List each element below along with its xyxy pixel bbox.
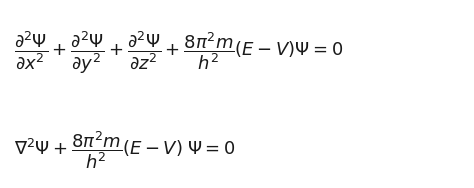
- Text: $\dfrac{\partial^2\Psi}{\partial x^2}+\dfrac{\partial^2\Psi}{\partial y^2}+\dfra: $\dfrac{\partial^2\Psi}{\partial x^2}+\d…: [14, 29, 343, 76]
- Text: $\nabla^2\Psi+\dfrac{8\pi^{2}m}{h^2}(E-V)\;\Psi=0$: $\nabla^2\Psi+\dfrac{8\pi^{2}m}{h^2}(E-V…: [14, 130, 236, 171]
